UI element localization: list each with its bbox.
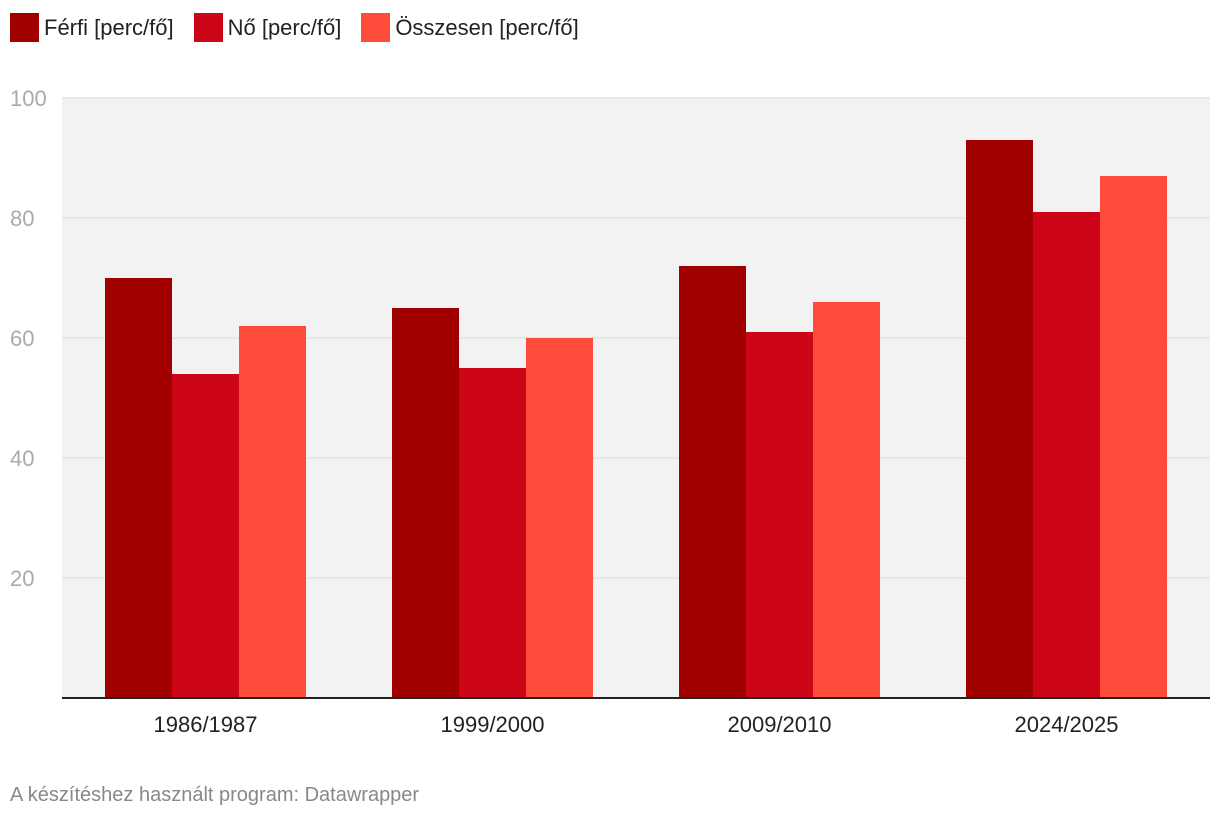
legend-label-osszesen: Összesen [perc/fő] (395, 14, 579, 40)
y-tick-label-40: 40 (10, 446, 34, 471)
bar-nő-1999-2000 (459, 368, 526, 698)
bar-nő-2024-2025 (1033, 212, 1100, 698)
bar-nő-1986-1987 (172, 374, 239, 698)
bar-férfi-2009-2010 (679, 266, 746, 698)
bar-férfi-1986-1987 (105, 278, 172, 698)
x-tick-label-2009-2010: 2009/2010 (728, 712, 832, 737)
bar-összesen-1999-2000 (526, 338, 593, 698)
y-tick-label-100: 100 (10, 86, 47, 111)
y-tick-label-80: 80 (10, 206, 34, 231)
legend-swatch-osszesen (361, 13, 391, 42)
bar-összesen-1986-1987 (239, 326, 306, 698)
legend-swatch-ferfi (10, 13, 39, 42)
legend-item-osszesen: Összesen [perc/fő] (361, 13, 579, 42)
bar-összesen-2024-2025 (1100, 176, 1167, 698)
x-tick-label-1999-2000: 1999/2000 (441, 712, 545, 737)
legend-label-ferfi: Férfi [perc/fő] (44, 14, 174, 40)
bar-férfi-1999-2000 (392, 308, 459, 698)
legend-swatch-no (193, 13, 223, 42)
x-tick-label-1986-1987: 1986/1987 (154, 712, 258, 737)
x-tick-label-2024-2025: 2024/2025 (1015, 712, 1119, 737)
legend-item-ferfi: Férfi [perc/fő] (10, 13, 174, 42)
bar-nő-2009-2010 (746, 332, 813, 698)
bar-férfi-2024-2025 (966, 140, 1033, 698)
y-tick-label-60: 60 (10, 326, 34, 351)
legend: Férfi [perc/fő] Nő [perc/fő] Összesen [p… (10, 13, 599, 42)
footer-credit: A készítéshez használt program: Datawrap… (10, 784, 420, 806)
legend-label-no: Nő [perc/fő] (227, 14, 342, 40)
legend-item-no: Nő [perc/fő] (193, 13, 342, 42)
bar-összesen-2009-2010 (813, 302, 880, 698)
y-tick-label-20: 20 (10, 566, 34, 591)
